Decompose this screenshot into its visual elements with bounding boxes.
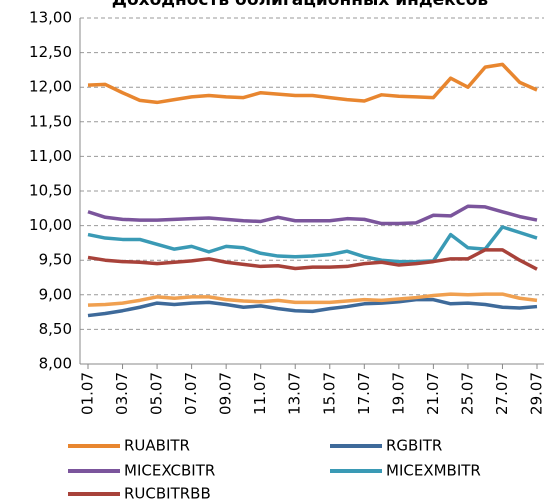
x-tick-label: 21.07 <box>424 372 442 415</box>
y-tick-label: 11,50 <box>29 112 72 130</box>
y-tick-label: 9,50 <box>39 251 72 269</box>
x-tick-label: 07.07 <box>182 372 200 415</box>
y-tick-label: 12,00 <box>29 78 72 96</box>
y-tick-label: 10,00 <box>29 216 72 234</box>
y-tick-label: 8,00 <box>39 355 72 373</box>
x-tick-label: 25.07 <box>458 372 476 415</box>
y-tick-label: 10,50 <box>29 182 72 200</box>
chart-title: Доходность облигационных индексов <box>112 0 489 10</box>
series-line <box>87 297 538 318</box>
x-tick-label: 11.07 <box>251 372 269 415</box>
y-tick-label: 11,00 <box>29 147 72 165</box>
legend-label: MICEXCBITR <box>124 462 215 480</box>
legend-label: RUABITR <box>124 437 190 455</box>
y-tick-label: 12,50 <box>29 43 72 61</box>
x-tick-label: 19.07 <box>389 372 407 415</box>
y-tick-label: 8,50 <box>39 320 72 338</box>
y-tick-label: 9,00 <box>39 285 72 303</box>
x-tick-label: 03.07 <box>113 372 131 415</box>
x-tick-label: 29.07 <box>528 372 544 415</box>
series-line <box>87 248 538 271</box>
series-line <box>87 292 538 307</box>
x-tick-label: 05.07 <box>148 372 166 415</box>
x-tick-label: 13.07 <box>286 372 304 415</box>
x-tick-label: 01.07 <box>79 372 97 415</box>
legend-label: RUCBITRBB <box>124 485 211 501</box>
series-line <box>87 225 538 264</box>
legend-label: RGBITR <box>386 437 442 455</box>
series-line <box>87 62 538 105</box>
legend-label: MICEXMBITR <box>386 462 481 480</box>
y-tick-label: 13,00 <box>29 9 72 27</box>
x-tick-label: 09.07 <box>217 372 235 415</box>
series-line <box>87 204 538 226</box>
x-tick-label: 17.07 <box>355 372 373 415</box>
x-tick-label: 15.07 <box>320 372 338 415</box>
x-tick-label: 27.07 <box>493 372 511 415</box>
